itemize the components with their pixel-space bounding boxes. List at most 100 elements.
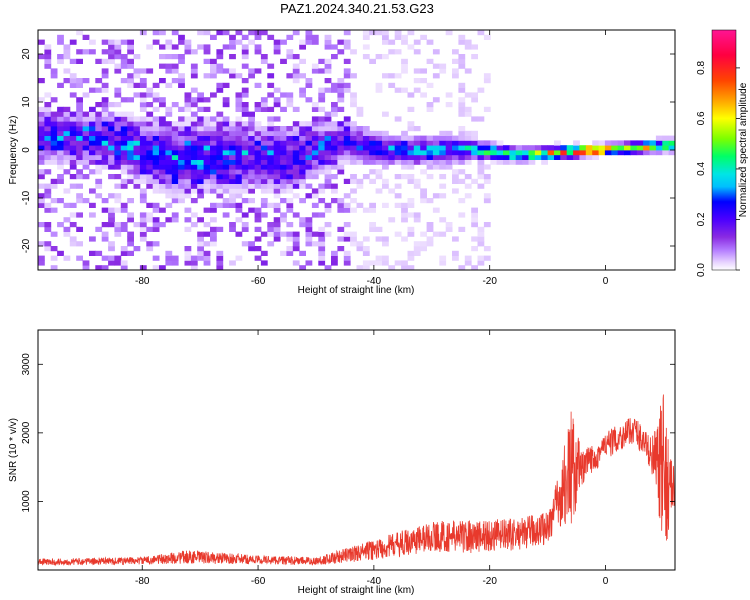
heatmap-cell [318, 87, 326, 93]
heatmap-cell [197, 217, 204, 223]
heatmap-cell [343, 116, 351, 122]
heatmap-cell [69, 164, 77, 170]
heatmap-cell [254, 126, 262, 132]
heatmap-cell [235, 193, 243, 199]
heatmap-cell [241, 154, 249, 160]
heatmap-cell [139, 164, 147, 170]
heatmap-cell [343, 193, 351, 199]
heatmap-cell [350, 97, 357, 103]
heatmap-cell [222, 183, 230, 189]
heatmap-cell [38, 260, 45, 266]
heatmap-cell [280, 188, 287, 194]
heatmap-cell [662, 145, 670, 151]
heatmap-cell [311, 63, 319, 69]
heatmap-cell [184, 193, 192, 199]
heatmap-cell [197, 126, 204, 132]
heatmap-cell [420, 188, 427, 194]
heatmap-cell [76, 111, 83, 117]
heatmap-cell [171, 154, 179, 160]
heatmap-cell [343, 82, 351, 88]
heatmap-cell [458, 102, 466, 108]
heatmap-cell [413, 150, 421, 156]
heatmap-cell [152, 140, 160, 146]
heatmap-cell [76, 140, 83, 146]
heatmap-cell [350, 126, 357, 132]
heatmap-cell [108, 130, 115, 136]
heatmap-cell [458, 140, 466, 146]
heatmap-cell [407, 164, 415, 170]
heatmap-cell [184, 178, 192, 184]
heatmap-cell [101, 145, 109, 151]
heatmap-cell [69, 183, 77, 189]
heatmap-cell [165, 193, 173, 199]
heatmap-cell [267, 121, 275, 127]
heatmap-cell [630, 145, 638, 151]
heatmap-cell [82, 130, 90, 136]
heatmap-cell [280, 150, 287, 156]
heatmap-cell [337, 87, 345, 93]
heatmap-cell [57, 222, 64, 228]
heatmap-cell [267, 126, 275, 132]
heatmap-cell [343, 207, 351, 213]
heatmap-cell [356, 150, 364, 156]
heatmap-cell [426, 58, 434, 64]
heatmap-cell [197, 121, 204, 127]
heatmap-cell [299, 265, 306, 270]
heatmap-cell [554, 140, 561, 146]
heatmap-cell [235, 126, 243, 132]
heatmap-cell [235, 116, 243, 122]
heatmap-cell [82, 150, 90, 156]
heatmap-cell [318, 226, 326, 232]
heatmap-cell [120, 63, 128, 69]
heatmap-cell [108, 111, 115, 117]
heatmap-cell [171, 121, 179, 127]
heatmap-cell [114, 44, 122, 50]
heatmap-cell [95, 183, 103, 189]
heatmap-cell [311, 159, 319, 165]
heatmap-cell [331, 255, 338, 261]
heatmap-cell [432, 159, 440, 165]
heatmap-cell [426, 222, 434, 228]
heatmap-cell [477, 255, 485, 261]
heatmap-cell [311, 106, 319, 112]
heatmap-cell [241, 111, 249, 117]
y-tick-label: 0 [21, 147, 32, 153]
heatmap-cell [210, 121, 217, 127]
heatmap-cell [445, 154, 453, 160]
heatmap-cell [337, 202, 345, 208]
heatmap-cell [127, 154, 134, 160]
heatmap-cell [114, 183, 122, 189]
heatmap-cell [413, 135, 421, 141]
heatmap-cell [159, 102, 166, 108]
heatmap-cell [152, 92, 160, 98]
heatmap-cell [159, 97, 166, 103]
heatmap-cell [108, 154, 115, 160]
heatmap-cell [331, 135, 338, 141]
heatmap-cell [159, 222, 166, 228]
heatmap-cell [44, 58, 52, 64]
heatmap-cell [190, 121, 198, 127]
heatmap-cell [509, 145, 517, 151]
heatmap-cell [464, 174, 472, 180]
heatmap-cell [184, 183, 192, 189]
heatmap-cell [152, 255, 160, 261]
heatmap-cell [305, 222, 313, 228]
heatmap-cell [547, 145, 555, 151]
heatmap-cell [222, 116, 230, 122]
heatmap-cell [483, 145, 491, 151]
heatmap-cell [76, 121, 83, 127]
heatmap-cell [95, 164, 103, 170]
heatmap-cell [273, 193, 281, 199]
heatmap-cell [286, 164, 294, 170]
heatmap-cell [152, 207, 160, 213]
heatmap-cell [171, 126, 179, 132]
heatmap-cell [343, 130, 351, 136]
heatmap-cell [305, 236, 313, 242]
heatmap-cell [101, 222, 109, 228]
heatmap-cell [407, 150, 415, 156]
heatmap-cell [127, 82, 134, 88]
heatmap-cell [76, 97, 83, 103]
heatmap-cell [337, 159, 345, 165]
heatmap-cell [509, 150, 517, 156]
